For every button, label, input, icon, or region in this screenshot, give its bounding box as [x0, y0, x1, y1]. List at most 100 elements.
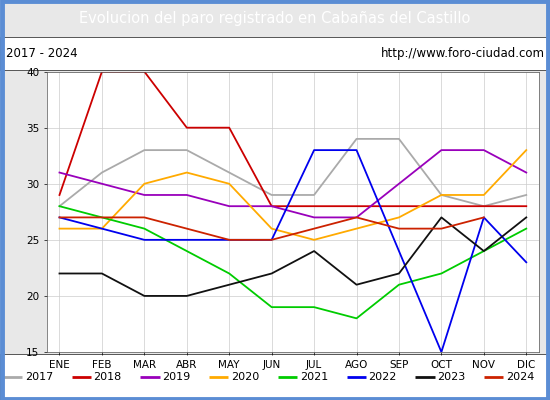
2023	[311, 249, 317, 254]
2018	[438, 204, 445, 208]
2021	[523, 226, 530, 231]
2022	[226, 238, 233, 242]
2024	[395, 226, 402, 231]
2020	[226, 181, 233, 186]
Text: 2022: 2022	[368, 372, 397, 382]
2022	[311, 148, 317, 152]
2022	[438, 350, 445, 354]
2024	[353, 215, 360, 220]
2021	[481, 249, 487, 254]
Line: 2018: 2018	[59, 72, 526, 206]
2024	[481, 215, 487, 220]
2024	[56, 215, 63, 220]
2017	[353, 136, 360, 141]
2018	[226, 125, 233, 130]
2018	[395, 204, 402, 208]
2017	[311, 192, 317, 197]
2024	[438, 226, 445, 231]
2024	[311, 226, 317, 231]
2017	[184, 148, 190, 152]
2023	[141, 294, 147, 298]
2021	[353, 316, 360, 321]
2021	[268, 305, 275, 310]
2017	[481, 204, 487, 208]
Line: 2017: 2017	[59, 139, 526, 206]
2018	[98, 69, 105, 74]
2018	[141, 69, 147, 74]
2021	[311, 305, 317, 310]
2019	[311, 215, 317, 220]
2021	[395, 282, 402, 287]
2020	[56, 226, 63, 231]
2018	[481, 204, 487, 208]
Text: 2017: 2017	[25, 372, 53, 382]
2017	[523, 192, 530, 197]
2022	[141, 238, 147, 242]
2023	[268, 271, 275, 276]
Text: 2019: 2019	[162, 372, 190, 382]
2022	[481, 215, 487, 220]
2024	[184, 226, 190, 231]
Text: 2024: 2024	[506, 372, 535, 382]
2019	[184, 192, 190, 197]
2020	[184, 170, 190, 175]
Text: http://www.foro-ciudad.com: http://www.foro-ciudad.com	[381, 47, 544, 60]
Line: 2019: 2019	[59, 150, 526, 218]
2019	[56, 170, 63, 175]
2017	[438, 192, 445, 197]
2022	[268, 238, 275, 242]
Text: 2017 - 2024: 2017 - 2024	[6, 47, 77, 60]
2020	[268, 226, 275, 231]
2019	[438, 148, 445, 152]
2024	[141, 215, 147, 220]
2018	[523, 204, 530, 208]
2024	[226, 238, 233, 242]
2022	[353, 148, 360, 152]
2017	[268, 192, 275, 197]
2022	[184, 238, 190, 242]
2019	[141, 192, 147, 197]
2019	[226, 204, 233, 208]
2017	[98, 170, 105, 175]
2020	[98, 226, 105, 231]
2022	[395, 249, 402, 254]
2021	[56, 204, 63, 208]
Line: 2024: 2024	[59, 218, 484, 240]
2023	[523, 215, 530, 220]
2018	[184, 125, 190, 130]
Text: 2018: 2018	[94, 372, 122, 382]
2022	[56, 215, 63, 220]
2021	[141, 226, 147, 231]
Line: 2023: 2023	[59, 218, 526, 296]
2019	[268, 204, 275, 208]
2023	[395, 271, 402, 276]
2017	[141, 148, 147, 152]
2017	[56, 204, 63, 208]
2020	[353, 226, 360, 231]
2023	[184, 294, 190, 298]
2018	[311, 204, 317, 208]
2019	[481, 148, 487, 152]
Line: 2022: 2022	[59, 150, 526, 352]
2022	[98, 226, 105, 231]
2023	[353, 282, 360, 287]
2023	[98, 271, 105, 276]
Text: 2023: 2023	[437, 372, 465, 382]
2017	[395, 136, 402, 141]
2020	[523, 148, 530, 152]
2019	[395, 181, 402, 186]
2019	[353, 215, 360, 220]
2020	[395, 215, 402, 220]
2018	[268, 204, 275, 208]
2018	[353, 204, 360, 208]
2021	[226, 271, 233, 276]
2023	[438, 215, 445, 220]
2022	[523, 260, 530, 265]
2019	[98, 181, 105, 186]
Line: 2021: 2021	[59, 206, 526, 318]
2021	[98, 215, 105, 220]
2021	[438, 271, 445, 276]
2023	[481, 249, 487, 254]
2020	[141, 181, 147, 186]
2020	[438, 192, 445, 197]
